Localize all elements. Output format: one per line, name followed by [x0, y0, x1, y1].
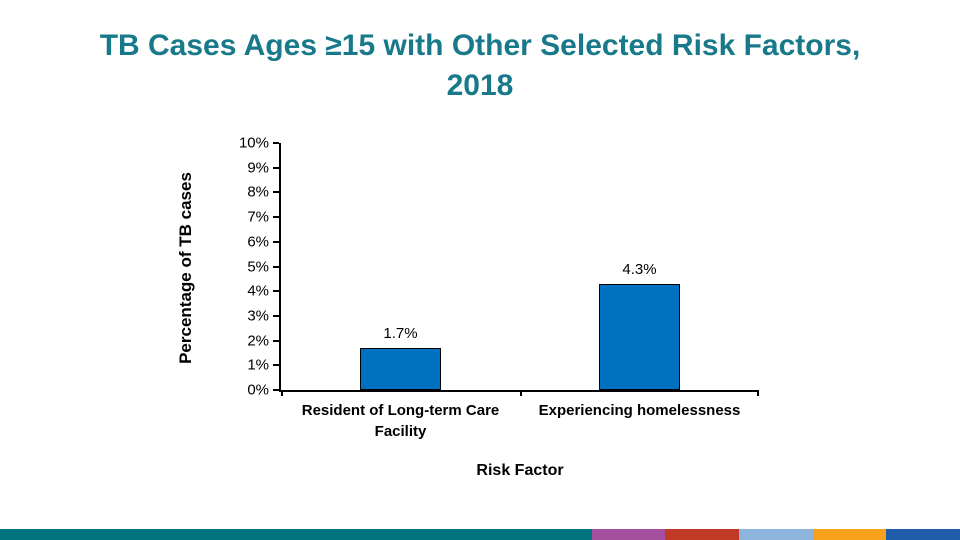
plot-area: Risk Factor 0% 1% 2% 3% 4% 5% 6% 7% 8% 9% 10% 1.7% R…: [239, 135, 759, 479]
bar: [599, 283, 680, 390]
footer-segment-orange: [813, 529, 886, 540]
footer-color-stripe: [0, 529, 960, 540]
y-tick-mark: [273, 216, 279, 219]
y-tick-mark: [273, 191, 279, 194]
y-tick-label: 5%: [247, 258, 269, 275]
x-tick-mark: [520, 390, 522, 396]
bar-value-label: 1.7%: [383, 325, 418, 342]
y-tick-mark: [273, 240, 279, 243]
y-tick-label: 2%: [247, 332, 269, 350]
y-tick-label: 0%: [247, 381, 269, 399]
y-tick-label: 3%: [247, 307, 269, 325]
x-category-label: Resident of Long-term Care Facility: [301, 402, 500, 440]
y-tick-mark: [273, 166, 279, 169]
y-axis-title: Percentage of TB cases: [176, 172, 195, 364]
footer-segment-light-blue: [739, 529, 813, 540]
y-tick-label: 9%: [247, 159, 269, 177]
x-tick-mark: [757, 390, 759, 396]
footer-segment-dark-blue: [886, 529, 960, 540]
y-tick-mark: [273, 364, 279, 367]
y-tick-mark: [273, 142, 279, 144]
slide-title-line1: TB Cases Ages ≥15 with Other Selected Ri…: [99, 29, 861, 62]
x-axis-title: Risk Factor: [476, 462, 564, 479]
y-tick-label: 8%: [247, 183, 269, 201]
footer-segment-purple: [592, 529, 665, 540]
y-tick-mark: [273, 339, 279, 342]
y-tick-mark: [273, 265, 279, 268]
bar: [360, 348, 441, 390]
y-tick-label: 6%: [247, 233, 269, 251]
slide-title-line2: 2018: [446, 69, 514, 102]
slide-title: TB Cases Ages ≥15 with Other Selected Ri…: [20, 26, 940, 106]
y-tick-mark: [273, 290, 279, 293]
y-tick-label: 4%: [247, 282, 269, 300]
x-category-label: Experiencing homelessness: [538, 402, 741, 419]
footer-segment-teal: [0, 529, 592, 540]
y-tick-label: 1%: [247, 356, 269, 374]
footer-segment-red: [665, 529, 739, 540]
y-tick-label: 10%: [238, 134, 269, 152]
y-tick-mark: [273, 314, 279, 317]
bar-value-label: 4.3%: [622, 260, 657, 278]
y-tick-label: 7%: [247, 208, 269, 226]
y-tick-mark: [273, 389, 279, 391]
x-tick-mark: [281, 390, 283, 396]
